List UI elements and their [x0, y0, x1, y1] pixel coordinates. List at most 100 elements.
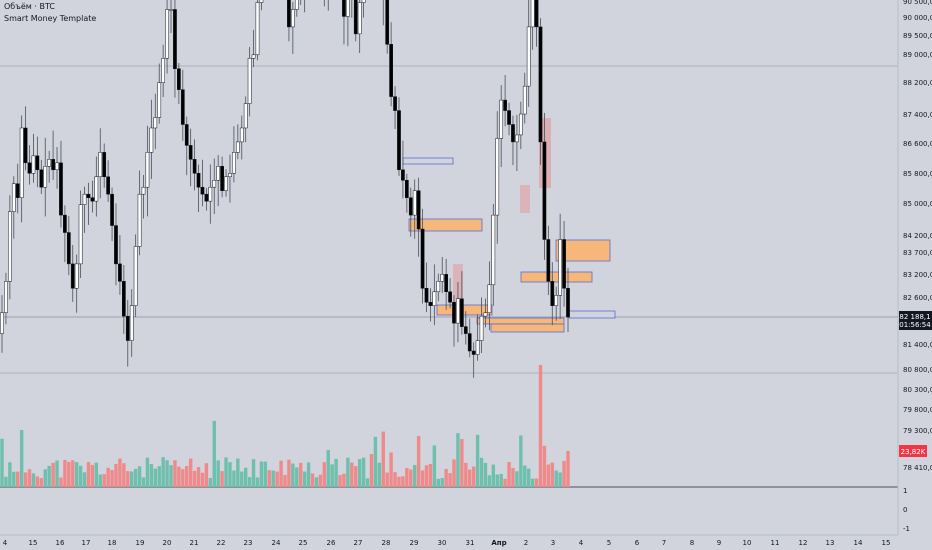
candle [141, 175, 146, 219]
volume-bar [515, 471, 519, 487]
volume-bar [546, 464, 551, 487]
volume-bar [424, 465, 429, 487]
candle [31, 133, 36, 183]
candle [361, 0, 366, 18]
price-tick-label: 80 800,0 [903, 366, 932, 374]
candle [145, 125, 150, 217]
candle [420, 208, 425, 304]
volume-bar [464, 462, 468, 487]
candle [173, 0, 177, 98]
time-tick-label: 5 [607, 539, 611, 547]
volume-bar [31, 473, 36, 487]
symbol-legend[interactable]: Объём · BTC [4, 2, 55, 11]
candle [247, 47, 252, 117]
volume-bar [255, 477, 260, 487]
indicator-legend[interactable]: Smart Money Template [4, 14, 97, 23]
candle [550, 262, 555, 326]
volume-bar [47, 465, 51, 487]
time-tick-label: 25 [299, 539, 308, 547]
volume-bar [558, 472, 562, 487]
volume-bar [330, 464, 334, 487]
candle [300, 0, 302, 6]
volume-bar [393, 472, 397, 487]
volume-bar [82, 472, 87, 487]
candle [483, 298, 488, 328]
candle [511, 115, 515, 166]
volume-bar [247, 477, 252, 487]
volume-bar [436, 478, 440, 487]
volume-bar [192, 470, 197, 487]
volume-bar [169, 465, 173, 487]
candle [192, 139, 197, 191]
volume-bar [275, 471, 279, 487]
time-tick-label: 26 [327, 539, 336, 547]
candle [19, 115, 24, 223]
candle [129, 289, 134, 357]
candle [507, 102, 511, 136]
candle [515, 115, 519, 172]
volume-bar [377, 462, 382, 487]
volume-bar [452, 459, 456, 487]
candle [74, 254, 79, 313]
candle [165, 0, 169, 74]
volume-bar [220, 471, 224, 487]
volume-bar [562, 460, 566, 487]
candle [235, 124, 240, 160]
price-tick-label: 83 700,0 [903, 249, 932, 257]
candle [86, 182, 91, 225]
candle [503, 74, 507, 127]
candle [432, 264, 437, 326]
volume-bar [196, 467, 201, 487]
volume-bar [460, 439, 464, 487]
candle [294, 0, 299, 17]
volume-bar [63, 459, 67, 487]
candle [287, 0, 291, 42]
volume-axis-tick: 1 [903, 487, 907, 495]
volume-bar [133, 468, 138, 487]
price-tick-label: 85 800,0 [903, 170, 932, 178]
volume-bar [334, 458, 338, 487]
volume-bar [177, 466, 181, 487]
candle [216, 155, 221, 207]
volume-bar [204, 463, 209, 487]
volume-bar [243, 467, 248, 487]
volume-bar [534, 478, 539, 487]
volume-bar [271, 470, 275, 487]
volume-bar [373, 436, 378, 487]
candle [55, 147, 59, 189]
candle [239, 115, 244, 160]
price-tick-label: 83 200,0 [903, 271, 932, 279]
volume-bar [35, 476, 40, 487]
volume-bar [432, 445, 437, 487]
candles [0, 0, 570, 378]
volume-bar [456, 433, 460, 487]
time-tick-label: Апр [491, 539, 506, 547]
volume-bar [59, 477, 63, 487]
time-tick-label: 14 [854, 539, 863, 547]
volume-bar [71, 460, 75, 487]
candle [204, 188, 209, 211]
price-tick-label: 79 800,0 [903, 406, 932, 414]
candle [35, 136, 40, 188]
volume-bar [369, 454, 374, 487]
time-tick-label: 21 [190, 539, 199, 547]
time-tick-label: 15 [882, 539, 891, 547]
candle [518, 101, 523, 150]
time-tick-label: 8 [690, 539, 694, 547]
candle [82, 186, 87, 233]
candle [554, 286, 559, 321]
volume-bar [55, 460, 59, 487]
candle [393, 86, 397, 129]
candle [94, 156, 99, 217]
time-tick-label: 9 [717, 539, 721, 547]
volume-bar [302, 471, 307, 487]
volume-tag: 23,82K [899, 445, 927, 457]
candle [169, 0, 173, 34]
candle [538, 18, 543, 165]
ob-zone [568, 310, 616, 319]
volume-bar [27, 469, 32, 487]
volume-bar [314, 477, 319, 487]
volume-bar [542, 445, 547, 487]
volume-bar [318, 474, 323, 487]
